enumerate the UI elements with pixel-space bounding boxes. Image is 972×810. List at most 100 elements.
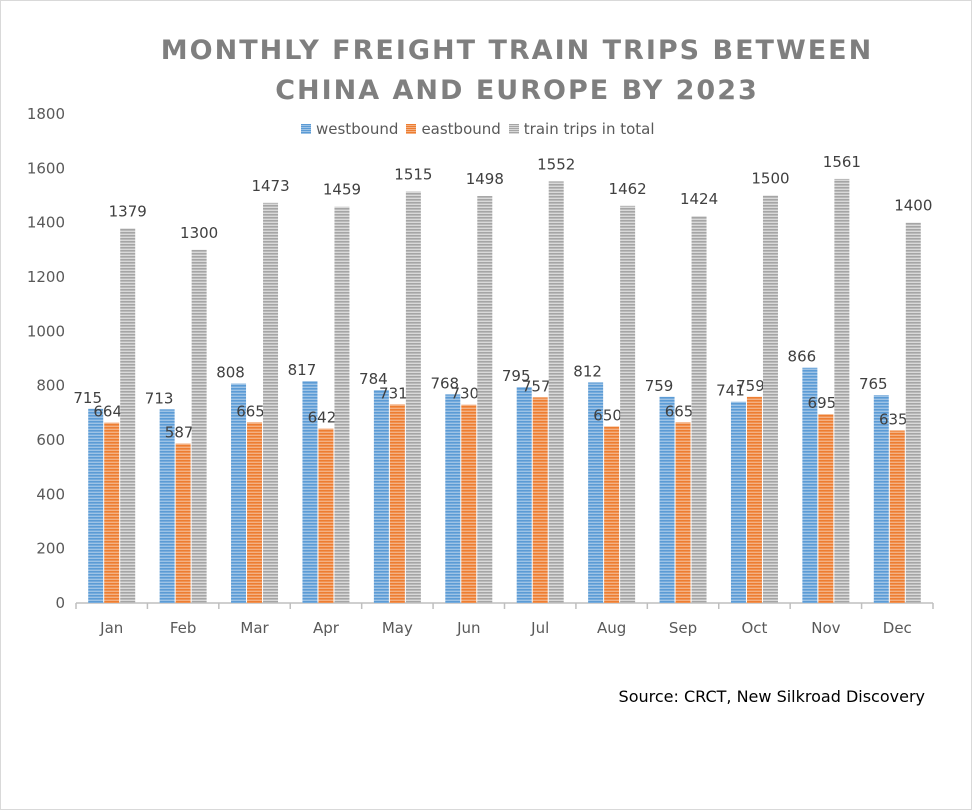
x-tick-label: Oct (741, 619, 767, 637)
bar-westbound-Jul (516, 387, 532, 603)
bar-westbound-Sep (659, 396, 675, 603)
x-tick-label: Mar (240, 619, 269, 637)
bar-train-trips-in-total-Oct (762, 195, 778, 603)
bar-train-trips-in-total-Aug (620, 205, 636, 603)
legend-label-total: train trips in total (523, 120, 655, 138)
chart-title-line-2: CHINA AND EUROPE BY 2023 (275, 75, 759, 106)
data-label-train-trips-in-total-Mar: 1473 (251, 177, 289, 195)
data-label-train-trips-in-total-Oct: 1500 (751, 170, 789, 188)
bar-eastbound-Jun (461, 404, 477, 603)
legend-item-total: train trips in total (508, 120, 655, 138)
bar-westbound-Jan (88, 408, 104, 603)
x-tick-label: Aug (597, 619, 626, 637)
data-label-westbound-Oct: 741 (716, 382, 745, 400)
bar-train-trips-in-total-Mar (263, 202, 279, 603)
y-tick-label: 400 (36, 485, 65, 503)
y-tick-label: 1600 (27, 159, 65, 177)
bar-train-trips-in-total-Dec (905, 222, 921, 603)
x-tick-label: Apr (313, 619, 340, 637)
y-tick-label: 1400 (27, 214, 65, 232)
data-label-eastbound-Sep: 665 (665, 402, 694, 420)
data-label-train-trips-in-total-Aug: 1462 (609, 180, 647, 198)
legend-swatch-westbound (301, 124, 311, 134)
x-tick-label: Jan (99, 619, 123, 637)
bar-train-trips-in-total-Sep (691, 216, 707, 603)
x-tick-label: Sep (669, 619, 697, 637)
y-tick-label: 200 (36, 540, 65, 558)
legend-label-westbound: westbound (316, 120, 399, 138)
data-label-westbound-Feb: 713 (145, 389, 174, 407)
bar-westbound-Oct (730, 401, 746, 603)
legend-swatch-total (508, 124, 519, 134)
bar-westbound-May (373, 390, 389, 603)
legend-item-eastbound: eastbound (406, 120, 501, 138)
chart-title: MONTHLY FREIGHT TRAIN TRIPS BETWEEN CHIN… (61, 31, 972, 111)
source-note: Source: CRCT, New Silkroad Discovery (618, 687, 925, 706)
bar-eastbound-Nov (818, 414, 834, 603)
x-tick-label: Feb (170, 619, 197, 637)
bar-westbound-Feb (159, 409, 175, 603)
legend-item-westbound: westbound (301, 120, 398, 138)
data-label-eastbound-Oct: 759 (736, 377, 765, 395)
data-label-westbound-Sep: 759 (645, 377, 674, 395)
bar-eastbound-Jan (104, 422, 120, 603)
bar-train-trips-in-total-Feb (191, 249, 207, 604)
data-label-eastbound-Jul: 757 (522, 377, 551, 395)
data-label-train-trips-in-total-Jul: 1552 (537, 155, 575, 173)
bar-train-trips-in-total-Jul (548, 181, 564, 603)
data-label-westbound-Jun: 768 (430, 374, 459, 392)
data-label-westbound-Nov: 866 (788, 348, 817, 366)
data-label-train-trips-in-total-Jan: 1379 (109, 202, 147, 220)
bar-train-trips-in-total-Nov (834, 178, 850, 603)
bar-eastbound-Mar (247, 422, 263, 603)
data-label-train-trips-in-total-May: 1515 (394, 165, 432, 183)
bar-eastbound-Feb (175, 443, 191, 603)
bar-eastbound-Sep (675, 422, 691, 603)
data-label-eastbound-Mar: 665 (236, 402, 265, 420)
bar-eastbound-May (389, 404, 405, 603)
data-label-westbound-Apr: 817 (288, 361, 317, 379)
data-label-eastbound-Dec: 635 (879, 410, 908, 428)
y-tick-label: 800 (36, 377, 65, 395)
data-label-train-trips-in-total-Dec: 1400 (894, 197, 932, 215)
data-label-train-trips-in-total-Jun: 1498 (466, 170, 504, 188)
data-label-eastbound-Jan: 664 (93, 403, 122, 421)
bar-train-trips-in-total-May (405, 191, 421, 604)
data-label-eastbound-Jun: 730 (450, 385, 479, 403)
x-tick-label: Jul (530, 619, 549, 637)
bar-westbound-Jun (445, 394, 461, 603)
bar-train-trips-in-total-Jan (120, 228, 136, 603)
data-label-eastbound-May: 731 (379, 384, 408, 402)
x-tick-label: Nov (811, 619, 840, 637)
bar-train-trips-in-total-Apr (334, 206, 350, 603)
bar-westbound-Dec (873, 395, 889, 603)
bar-train-trips-in-total-Jun (477, 196, 493, 603)
data-label-train-trips-in-total-Sep: 1424 (680, 190, 718, 208)
data-label-westbound-Jan: 715 (73, 389, 102, 407)
y-tick-label: 1800 (27, 105, 65, 123)
chart-legend: westbound eastbound train trips in total (301, 120, 655, 138)
legend-swatch-eastbound (406, 124, 417, 134)
data-label-westbound-May: 784 (359, 370, 388, 388)
x-tick-label: Jun (456, 619, 480, 637)
x-tick-label: Dec (883, 619, 912, 637)
data-label-train-trips-in-total-Nov: 1561 (823, 153, 861, 171)
data-label-westbound-Aug: 812 (573, 362, 602, 380)
data-label-westbound-Jul: 795 (502, 367, 531, 385)
data-label-eastbound-Feb: 587 (165, 424, 194, 442)
y-tick-label: 1000 (27, 322, 65, 340)
bar-westbound-Aug (588, 382, 604, 603)
data-label-eastbound-Apr: 642 (308, 409, 337, 427)
y-tick-label: 0 (55, 594, 65, 612)
data-label-eastbound-Nov: 695 (808, 394, 837, 412)
y-tick-label: 600 (36, 431, 65, 449)
data-label-westbound-Mar: 808 (216, 363, 245, 381)
bar-eastbound-Oct (746, 396, 762, 603)
bar-eastbound-Jul (532, 397, 548, 603)
data-label-westbound-Dec: 765 (859, 375, 888, 393)
data-label-train-trips-in-total-Apr: 1459 (323, 181, 361, 199)
x-tick-label: May (382, 619, 413, 637)
legend-label-eastbound: eastbound (421, 120, 501, 138)
